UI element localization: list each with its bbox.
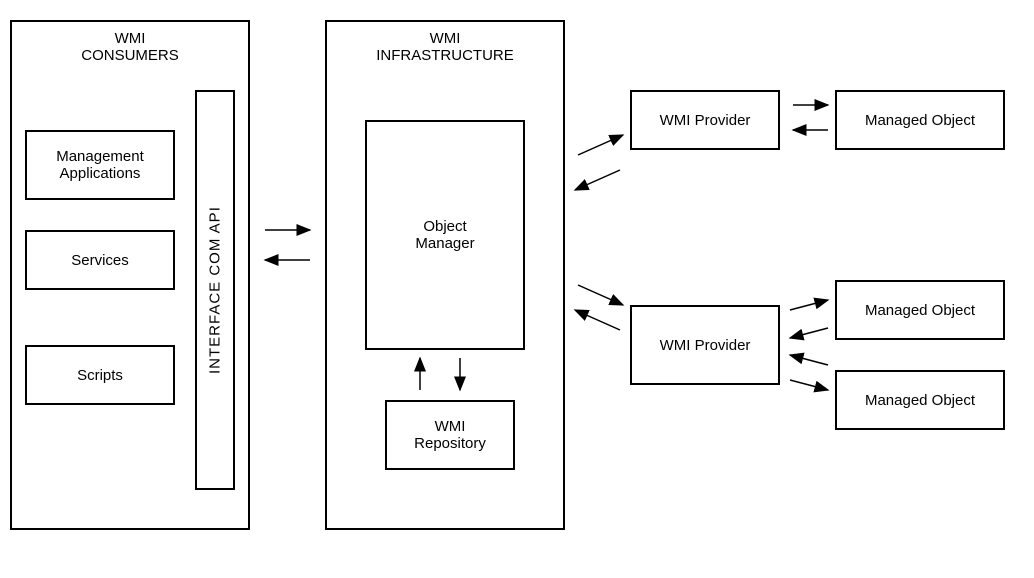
managed1-label: Managed Object bbox=[865, 112, 975, 129]
com-api-box: INTERFACE COM API bbox=[195, 90, 235, 490]
managed3-label: Managed Object bbox=[865, 392, 975, 409]
provider1-box: WMI Provider bbox=[630, 90, 780, 150]
mgmt-apps-box: Management Applications bbox=[25, 130, 175, 200]
services-label: Services bbox=[71, 252, 129, 269]
consumers-title: WMI CONSUMERS bbox=[12, 30, 248, 64]
consumers-title-line1: WMI bbox=[115, 30, 146, 47]
obj-manager-label1: Object bbox=[423, 218, 466, 235]
scripts-box: Scripts bbox=[25, 345, 175, 405]
infra-title-line1: WMI bbox=[430, 30, 461, 47]
managed3-box: Managed Object bbox=[835, 370, 1005, 430]
com-api-label: INTERFACE COM API bbox=[207, 206, 224, 374]
wmi-repo-label1: WMI bbox=[435, 418, 466, 435]
consumers-title-line2: CONSUMERS bbox=[81, 47, 179, 64]
obj-manager-label2: Manager bbox=[415, 235, 474, 252]
scripts-label: Scripts bbox=[77, 367, 123, 384]
managed2-box: Managed Object bbox=[835, 280, 1005, 340]
obj-manager-box: Object Manager bbox=[365, 120, 525, 350]
mgmt-apps-label2: Applications bbox=[60, 165, 141, 182]
infrastructure-title: WMI INFRASTRUCTURE bbox=[327, 30, 563, 64]
provider1-label: WMI Provider bbox=[660, 112, 751, 129]
managed1-box: Managed Object bbox=[835, 90, 1005, 150]
managed2-label: Managed Object bbox=[865, 302, 975, 319]
wmi-repo-label2: Repository bbox=[414, 435, 486, 452]
infra-title-line2: INFRASTRUCTURE bbox=[376, 47, 514, 64]
mgmt-apps-label1: Management bbox=[56, 148, 144, 165]
services-box: Services bbox=[25, 230, 175, 290]
provider2-label: WMI Provider bbox=[660, 337, 751, 354]
wmi-repo-box: WMI Repository bbox=[385, 400, 515, 470]
provider2-box: WMI Provider bbox=[630, 305, 780, 385]
